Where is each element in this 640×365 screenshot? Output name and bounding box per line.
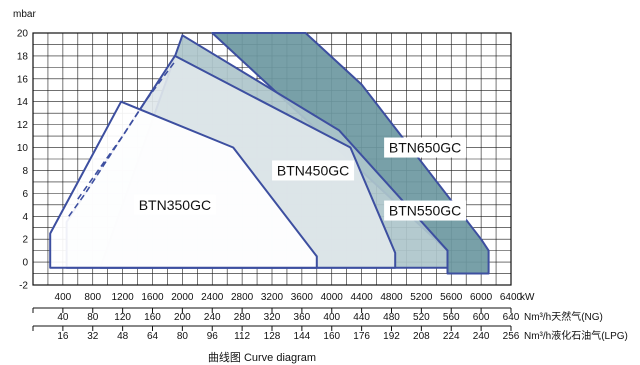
- x-lpg-tick-label: 32: [87, 331, 99, 342]
- y-tick-label: 0: [22, 258, 28, 269]
- x-lpg-tick-label: 160: [323, 331, 340, 342]
- y-tick-label: 14: [17, 97, 29, 108]
- x-kw-tick-label: 4800: [380, 292, 403, 303]
- x-ng-tick-label: 520: [413, 312, 430, 323]
- y-tick-label: 4: [22, 212, 28, 223]
- label-box-btn450gc: [272, 160, 355, 181]
- x-ng-tick-label: 440: [353, 312, 370, 323]
- x-kw-tick-label: 2400: [201, 292, 224, 303]
- x-lpg-tick-label: 64: [147, 331, 159, 342]
- dashed-line-2: [77, 78, 161, 200]
- x-lpg-tick-label: 48: [117, 331, 129, 342]
- x-ng-tick-label: 280: [234, 312, 251, 323]
- y-tick-label: 10: [17, 143, 29, 154]
- x-kw-tick-label: 5600: [440, 292, 463, 303]
- label-btn550gc: BTN550GC: [389, 203, 461, 219]
- x-kw-tick-label: 6400: [500, 292, 523, 303]
- x-lpg-tick-label: 240: [473, 331, 490, 342]
- x-kw-tick-label: 5200: [410, 292, 433, 303]
- x-kw-tick-label: 6000: [470, 292, 493, 303]
- x-kw-tick-label: 3600: [291, 292, 314, 303]
- x-kw-tick-label: 1200: [112, 292, 135, 303]
- x-kw-tick-label: 4400: [351, 292, 374, 303]
- x-lpg-tick-label: 176: [353, 331, 370, 342]
- x-ng-tick-label: 240: [204, 312, 221, 323]
- x-ng-tick-label: 80: [87, 312, 99, 323]
- chart-axes: -2 0 2 4 6 8 10 12 14 16 18 20 400 800 1200 1600 2000 240…: [17, 29, 628, 343]
- y-tick-label: 6: [22, 189, 28, 200]
- x-lpg-tick-label: 96: [207, 331, 219, 342]
- y-tick-label: 16: [17, 74, 29, 85]
- x-lpg-tick-label: 256: [503, 331, 520, 342]
- label-box-btn350gc: [133, 194, 216, 215]
- x-ng-unit: Nm³/h天然气(NG): [524, 310, 603, 323]
- chart-series-labels: BTN350GC BTN450GC BTN650GC BTN550GC: [133, 137, 467, 221]
- x-kw-tick-label: 3200: [261, 292, 284, 303]
- x-lpg-tick-label: 192: [383, 331, 400, 342]
- label-btn650gc: BTN650GC: [389, 140, 461, 156]
- x-kw-tick-label: 4000: [321, 292, 344, 303]
- x-kw-tick-label: 1600: [141, 292, 164, 303]
- x-lpg-unit: Nm³/h液化石油气(LPG): [524, 329, 628, 342]
- y-tick-label: 8: [22, 166, 28, 177]
- x-ng-tick-label: 640: [503, 312, 520, 323]
- x-lpg-tick-label: 112: [234, 331, 250, 342]
- x-ng-tick-label: 160: [144, 312, 161, 323]
- y-tick-label: 2: [22, 235, 28, 246]
- x-kw-tick-label: 400: [55, 292, 72, 303]
- x-ng-tick-label: 480: [383, 312, 400, 323]
- y-tick-label: 12: [17, 120, 29, 131]
- chart-dashed-lines: [68, 61, 176, 217]
- x-ng-tick-label: 40: [57, 312, 69, 323]
- x-lpg-tick-label: 16: [57, 331, 69, 342]
- y-tick-label: 18: [17, 51, 29, 62]
- x-lpg-tick-label: 224: [443, 331, 460, 342]
- label-btn350gc: BTN350GC: [139, 197, 211, 213]
- x-ng-tick-label: 120: [114, 312, 131, 323]
- x-kw-tick-label: 2000: [171, 292, 194, 303]
- area-btn350gc: [49, 100, 318, 269]
- x-kw-tick-label: 2800: [231, 292, 254, 303]
- x-kw-tick-label: 800: [84, 292, 101, 303]
- y-tick-label: 20: [17, 29, 29, 40]
- x-ng-tick-label: 320: [264, 312, 281, 323]
- x-ng-tick-label: 200: [174, 312, 191, 323]
- x-lpg-tick-label: 80: [177, 331, 189, 342]
- x-lpg-tick-label: 208: [413, 331, 430, 342]
- x-ng-tick-label: 360: [294, 312, 311, 323]
- x-ng-tick-label: 400: [323, 312, 340, 323]
- x-lpg-tick-label: 128: [264, 331, 281, 342]
- label-box-btn650gc: [384, 137, 467, 158]
- x-kw-unit: kW: [520, 292, 535, 303]
- label-box-btn550gc: [384, 200, 467, 221]
- y-tick-label: -2: [19, 281, 28, 292]
- chart-caption: 曲线图 Curve diagram: [208, 350, 316, 364]
- x-ng-tick-label: 560: [443, 312, 460, 323]
- x-lpg-tick-label: 144: [294, 331, 311, 342]
- x-ng-tick-label: 600: [473, 312, 490, 323]
- y-axis-unit: mbar: [13, 9, 36, 20]
- label-btn450gc: BTN450GC: [277, 162, 349, 178]
